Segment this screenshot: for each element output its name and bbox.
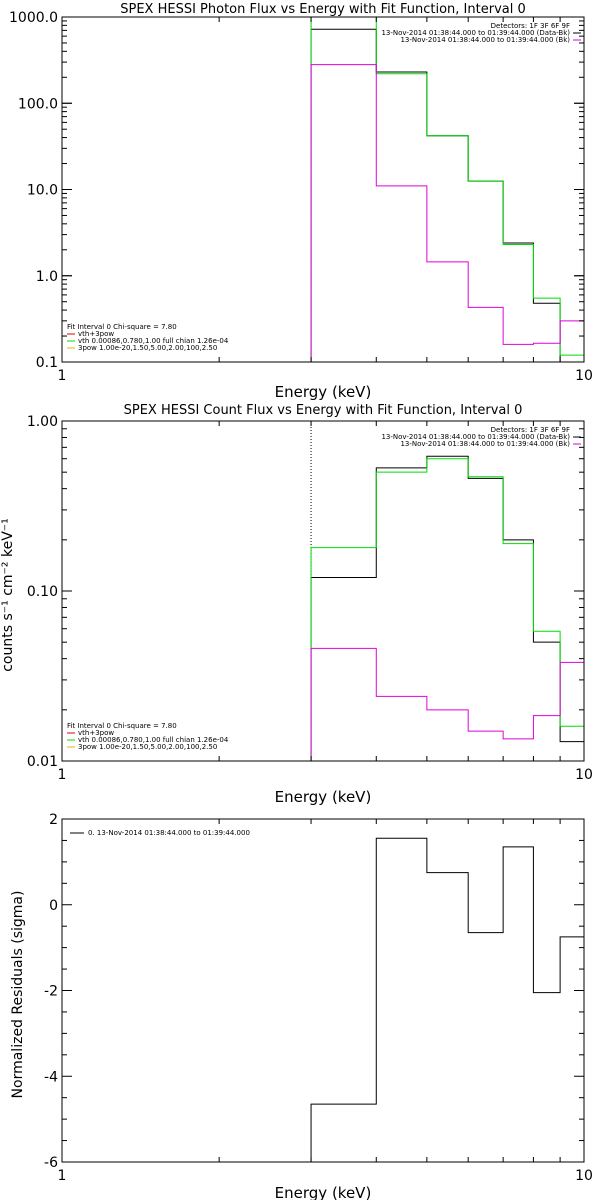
series-group (310, 455, 584, 761)
series-line-1 (310, 837, 584, 1162)
axes-frame (61, 16, 585, 363)
y-tick-label: 0.1 (36, 355, 58, 371)
fit-legend-text: 3pow 1.00e-20,1.50,5.00,2.00,100,2.50 (78, 743, 217, 751)
legend-top-text: 13-Nov-2014 01:38:44.000 to 01:39:44.000… (381, 433, 570, 441)
fit-legend-heading: Fit Interval 0 Chi-square = 7.80 (67, 323, 177, 331)
x-tick-label: 10 (575, 368, 593, 384)
fit-legend-text: 3pow 1.00e-20,1.50,5.00,2.00,100,2.50 (78, 344, 217, 352)
legend-top-text: Detectors: 1F 3F 6F 9F (491, 426, 570, 434)
y-tick-label: 10.0 (27, 183, 58, 199)
y-axis-label: Normalized Residuals (sigma) (10, 891, 26, 1099)
y-tick-label: 100.0 (18, 96, 58, 112)
series-line-2 (310, 17, 584, 362)
y-tick-label: -6 (44, 1155, 58, 1171)
series-group (310, 837, 584, 1162)
axes-frame (61, 420, 585, 762)
chart-panel-2: SPEX HESSI Count Flux vs Energy with Fit… (0, 403, 593, 806)
y-tick-label: 0.01 (27, 754, 58, 770)
x-tick-label: 10 (575, 1168, 593, 1184)
y-tick-label: 0.10 (27, 584, 58, 600)
x-axis-label: Energy (keV) (275, 1184, 372, 1200)
legend-top-text: Detectors: 1F 3F 6F 9F (491, 22, 570, 30)
fit-legend-heading: Fit Interval 0 Chi-square = 7.80 (67, 722, 177, 730)
x-axis-label: Energy (keV) (275, 788, 372, 806)
chart-title: SPEX HESSI Count Flux vs Energy with Fit… (124, 403, 523, 418)
chart-panel-1: SPEX HESSI Photon Flux vs Energy with Fi… (9, 2, 593, 401)
fit-legend-text: vth+3pow (78, 330, 114, 338)
x-tick-label: 1 (58, 368, 67, 384)
legend-top-text: 13-Nov-2014 01:38:44.000 to 01:39:44.000… (381, 29, 570, 37)
chart-panel-3: 1 10 -6 -4 -2 0 2 Energy (keV) Normalized Residu… (10, 812, 593, 1200)
series-group (310, 17, 584, 362)
y-tick-label: -2 (44, 984, 58, 1000)
y-tick-label: 2 (49, 812, 58, 828)
series-line-1 (310, 28, 584, 362)
x-axis-label: Energy (keV) (275, 383, 372, 401)
y-tick-label: -4 (44, 1069, 58, 1085)
legend-text: 0. 13-Nov-2014 01:38:44.000 to 01:39:44.… (88, 829, 250, 837)
fit-legend-text: vth+3pow (78, 729, 114, 737)
chart-title: SPEX HESSI Photon Flux vs Energy with Fi… (120, 2, 526, 17)
axes-frame (61, 818, 585, 1163)
series-line-3 (310, 64, 584, 362)
x-tick-label: 1 (58, 1168, 67, 1184)
fit-legend-text: vth 0.00086,0.780,1.00 full chian 1.26e-… (78, 736, 229, 744)
x-tick-label: 1 (58, 767, 67, 783)
series-line-3 (310, 647, 584, 761)
fit-legend-text: vth 0.00086,0.780,1.00 full chian 1.26e-… (78, 337, 229, 345)
y-tick-label: 1.00 (27, 414, 58, 430)
x-tick-label: 10 (575, 767, 593, 783)
legend-top-text: 13-Nov-2014 01:38:44.000 to 01:39:44.000… (400, 440, 570, 448)
legend-top-text: 13-Nov-2014 01:38:44.000 to 01:39:44.000… (400, 36, 570, 44)
y-tick-label: 1000.0 (9, 10, 58, 26)
y-tick-label: 0 (49, 898, 58, 914)
y-tick-label: 1.0 (36, 269, 58, 285)
y-axis-label: counts s⁻¹ cm⁻² keV⁻¹ (0, 518, 16, 672)
